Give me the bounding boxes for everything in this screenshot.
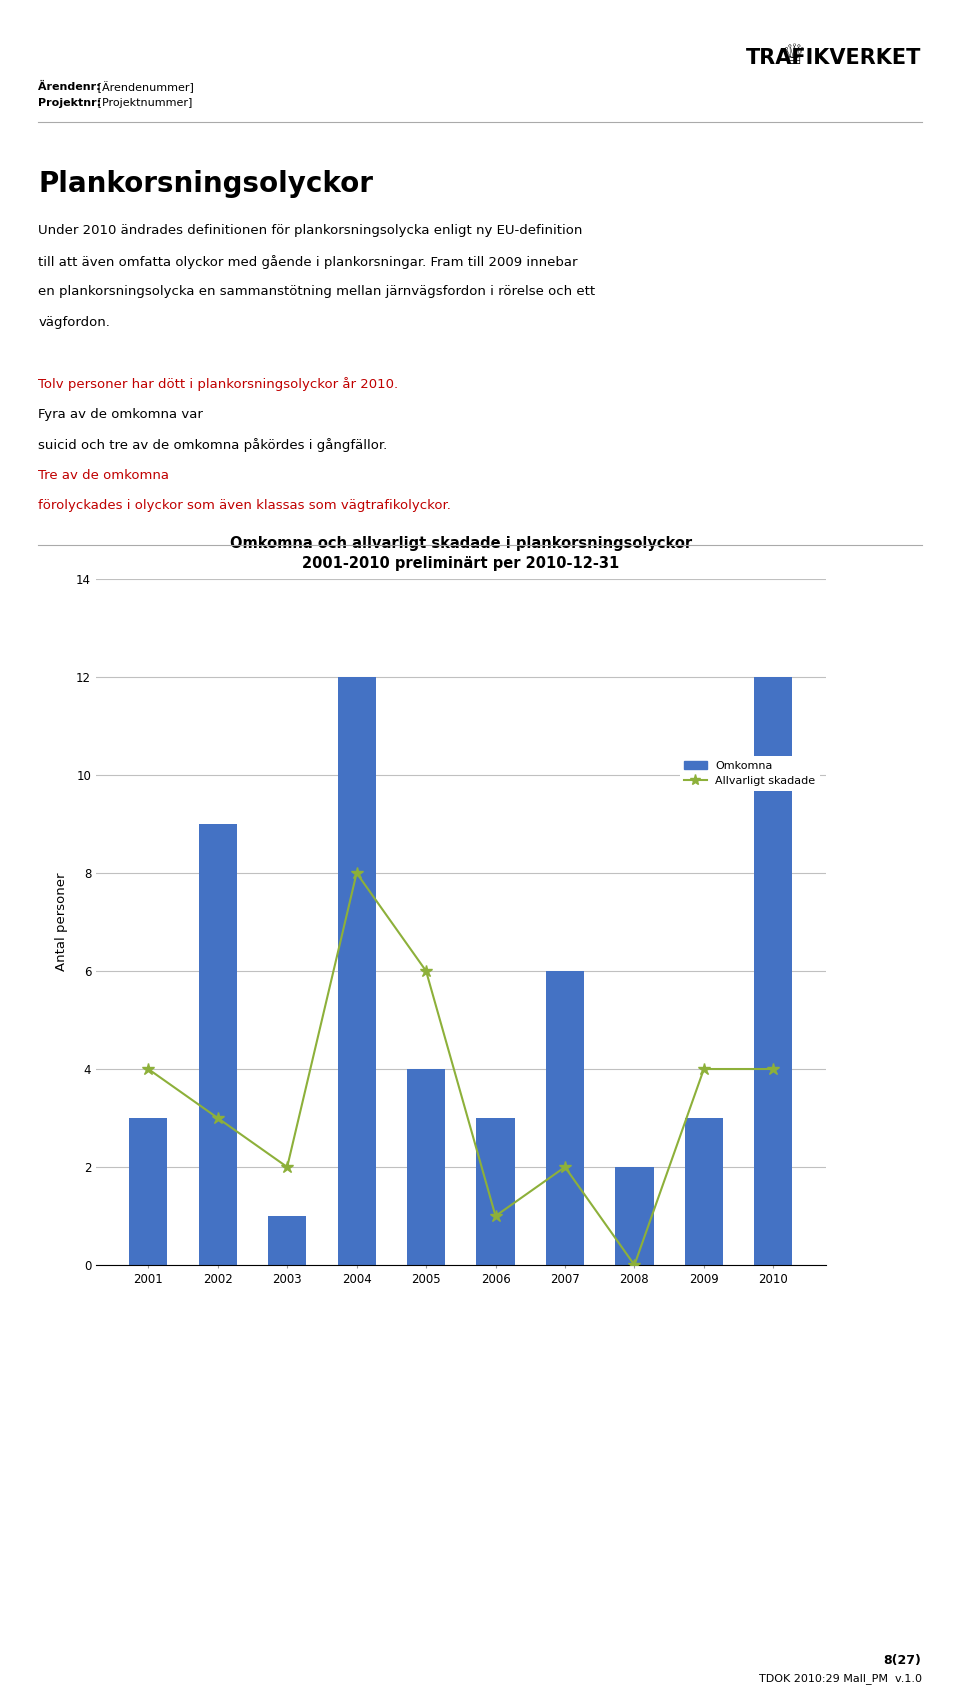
Text: Tre av de omkomna: Tre av de omkomna [38,469,169,482]
Y-axis label: Antal personer: Antal personer [55,873,68,971]
Text: suicid och tre av de omkomna påkördes i gångfällor.: suicid och tre av de omkomna påkördes i … [38,438,388,452]
Text: Under 2010 ändrades definitionen för plankorsningsolycka enligt ny EU-definition: Under 2010 ändrades definitionen för pla… [38,224,583,238]
Text: Tolv personer har dött i plankorsningsolyckor år 2010.: Tolv personer har dött i plankorsningsol… [38,377,398,391]
Text: ♕: ♕ [782,42,807,70]
Bar [684,1117,723,1265]
Legend: Omkomna, Allvarligt skadade: Omkomna, Allvarligt skadade [680,756,820,791]
Bar [338,678,375,1265]
Text: till att även omfatta olyckor med gående i plankorsningar. Fram till 2009 inneba: till att även omfatta olyckor med gående… [38,255,578,268]
Bar [268,1216,306,1265]
Bar [130,1117,167,1265]
Bar [407,1070,445,1265]
Text: [Ärendenummer]: [Ärendenummer] [94,82,194,93]
Bar [476,1117,515,1265]
Text: TRAFIKVERKET: TRAFIKVERKET [746,48,922,68]
Text: vägfordon.: vägfordon. [38,316,110,329]
Text: Plankorsningsolyckor: Plankorsningsolyckor [38,170,373,197]
Text: [Projektnummer]: [Projektnummer] [94,98,192,109]
Bar [199,824,237,1265]
Text: TDOK 2010:29 Mall_PM  v.1.0: TDOK 2010:29 Mall_PM v.1.0 [758,1674,922,1684]
Text: Projektnr:: Projektnr: [38,98,102,109]
Text: 8(27): 8(27) [884,1654,922,1667]
Title: Omkomna och allvarligt skadade i plankorsningsolyckor
2001-2010 preliminärt per : Omkomna och allvarligt skadade i plankor… [229,537,692,571]
Bar [755,678,792,1265]
Bar [546,971,584,1265]
Text: förolyckades i olyckor som även klassas som vägtrafikolyckor.: förolyckades i olyckor som även klassas … [38,499,451,513]
Text: en plankorsningsolycka en sammanstötning mellan järnvägsfordon i rörelse och ett: en plankorsningsolycka en sammanstötning… [38,285,595,299]
Text: Ärendenr:: Ärendenr: [38,82,101,92]
Text: Fyra av de omkomna var: Fyra av de omkomna var [38,408,204,421]
Bar [615,1167,654,1265]
